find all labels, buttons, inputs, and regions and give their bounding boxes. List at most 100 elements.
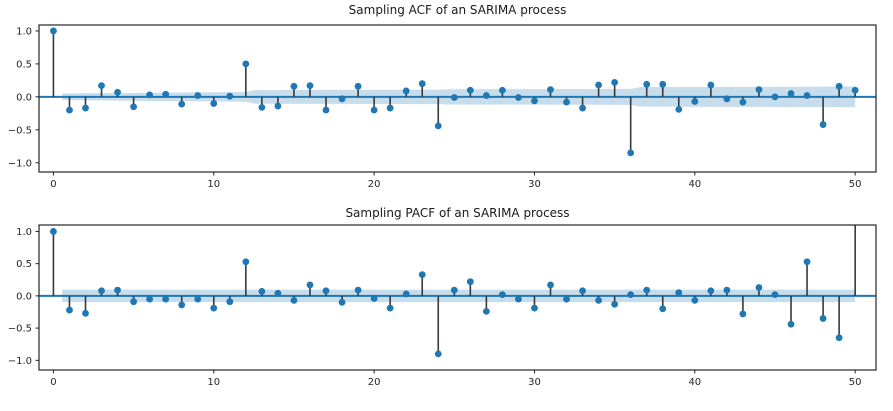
data-point: [515, 295, 522, 303]
data-point: [819, 121, 827, 128]
data-point: [723, 286, 731, 294]
data-point: [787, 320, 795, 328]
data-point: [771, 291, 779, 298]
data-point: [611, 78, 619, 86]
data-point: [290, 82, 298, 90]
data-point: [755, 86, 763, 94]
data-point: [290, 297, 298, 304]
x-tick-label: 20: [368, 377, 381, 388]
x-tick-label: 50: [849, 179, 862, 190]
data-point: [547, 86, 554, 94]
data-point: [482, 307, 490, 315]
data-point: [402, 87, 410, 95]
data-point: [739, 98, 747, 106]
data-point: [755, 284, 763, 291]
data-point: [130, 103, 138, 111]
pacf-plot-title: Sampling PACF of an SARIMA process: [345, 206, 570, 220]
data-point: [675, 105, 683, 113]
data-point: [386, 304, 394, 312]
data-point: [643, 80, 651, 88]
data-point: [274, 102, 282, 110]
data-point: [146, 91, 154, 99]
data-point: [563, 295, 570, 303]
data-point: [691, 98, 699, 105]
data-point: [450, 94, 458, 101]
data-point: [338, 298, 346, 306]
data-point: [466, 278, 474, 286]
data-point: [98, 287, 105, 295]
data-point: [531, 97, 538, 105]
data-point: [803, 92, 811, 99]
data-point: [707, 81, 715, 89]
data-point: [563, 98, 570, 106]
data-point: [242, 60, 250, 68]
data-point: [851, 86, 859, 94]
plot-area: [39, 27, 876, 157]
data-point: [498, 291, 506, 298]
y-tick-label: 0.0: [16, 92, 32, 103]
data-point: [771, 93, 779, 101]
data-point: [338, 95, 346, 103]
data-point: [835, 334, 843, 342]
y-tick-label: −0.5: [8, 324, 32, 335]
data-point: [515, 94, 522, 101]
axes-frame: [38, 24, 877, 173]
data-point: [322, 106, 330, 114]
y-tick-label: −1.0: [8, 356, 32, 367]
data-point: [450, 286, 458, 294]
x-tick-label: 10: [207, 179, 220, 190]
data-point: [835, 82, 843, 90]
data-point: [595, 81, 603, 89]
data-point: [659, 80, 667, 88]
data-point: [258, 103, 266, 111]
data-point: [547, 281, 554, 289]
data-point: [370, 106, 378, 114]
data-point: [354, 82, 362, 90]
data-point: [354, 286, 362, 294]
data-point: [194, 92, 202, 99]
data-point: [466, 86, 474, 94]
data-point: [322, 287, 330, 295]
y-tick-label: 1.0: [16, 26, 32, 37]
data-point: [66, 306, 73, 314]
x-tick-label: 40: [688, 179, 701, 190]
y-tick-label: −0.5: [8, 125, 32, 136]
y-tick-label: 0.5: [16, 259, 32, 270]
data-point: [178, 301, 186, 309]
data-point: [66, 106, 73, 114]
acf-plot-title: Sampling ACF of an SARIMA process: [348, 3, 567, 17]
data-point: [498, 86, 506, 94]
data-point: [130, 298, 138, 306]
data-point: [370, 295, 378, 302]
data-point: [50, 27, 57, 35]
data-point: [306, 281, 314, 289]
data-point: [643, 286, 651, 294]
data-point: [50, 228, 57, 235]
data-point: [852, 215, 859, 222]
data-point: [595, 297, 603, 304]
data-point: [386, 104, 394, 112]
axes-frame: [38, 224, 877, 371]
data-point: [210, 304, 218, 312]
data-point: [627, 291, 635, 298]
data-point: [226, 92, 234, 100]
data-point: [418, 271, 426, 279]
data-point: [707, 287, 715, 295]
data-point: [675, 289, 683, 297]
data-point: [803, 258, 811, 266]
data-point: [226, 298, 234, 306]
data-point: [418, 80, 426, 88]
data-point: [579, 104, 586, 112]
data-point: [627, 149, 635, 157]
data-point: [194, 295, 202, 303]
x-tick-label: 50: [849, 377, 862, 388]
data-point: [434, 350, 442, 358]
data-point: [611, 300, 619, 308]
data-point: [787, 90, 795, 97]
x-tick-label: 40: [688, 377, 701, 388]
data-point: [819, 315, 827, 322]
x-tick-label: 30: [528, 377, 541, 388]
data-point: [579, 287, 586, 295]
data-point: [739, 310, 747, 318]
